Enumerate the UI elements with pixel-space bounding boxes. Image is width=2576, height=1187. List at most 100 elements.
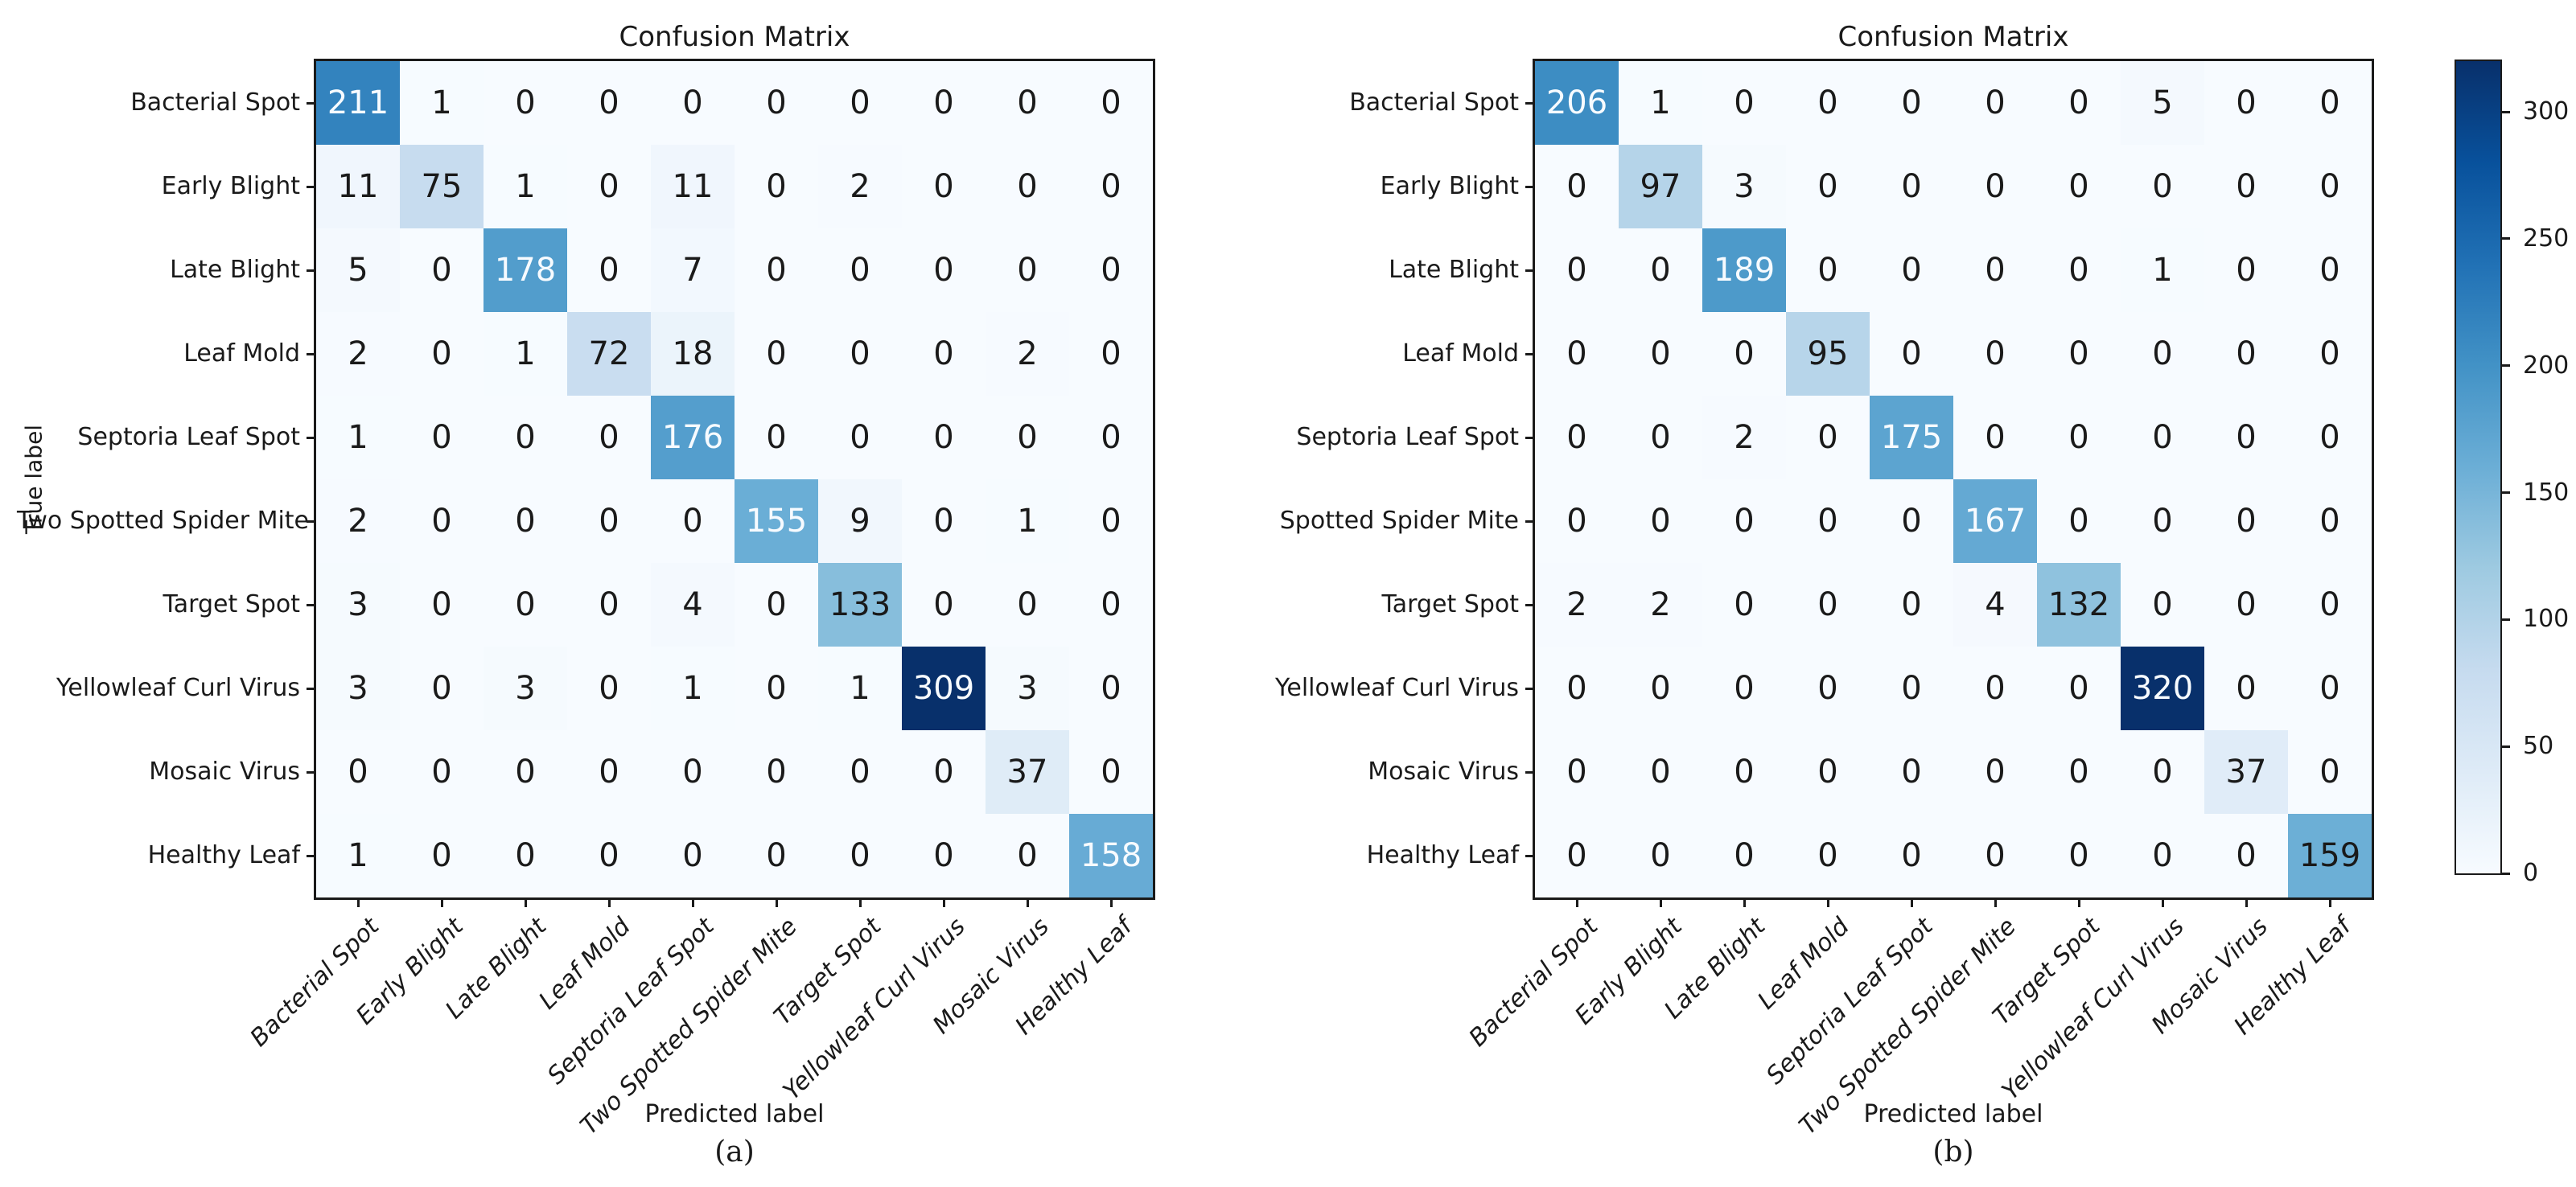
cell-b-r1c9: 0 (2288, 145, 2372, 228)
cell-b-r8c8: 37 (2204, 730, 2288, 814)
cell-a-r0c2: 0 (484, 61, 567, 145)
cell-b-r6c7: 0 (2121, 563, 2204, 647)
cell-a-r0c0: 211 (316, 61, 400, 145)
cell-a-r9c6: 0 (818, 814, 902, 897)
y-tick-label-a: Bacterial Spot (130, 88, 300, 117)
cell-b-r5c4: 0 (1870, 479, 1953, 563)
cell-a-r6c1: 0 (400, 563, 484, 647)
y-tick-label-b: Bacterial Spot (1349, 88, 1519, 117)
cell-b-r0c3: 0 (1786, 61, 1870, 145)
cell-a-r6c0: 3 (316, 563, 400, 647)
cell-a-r8c3: 0 (567, 730, 651, 814)
cell-b-r9c1: 0 (1619, 814, 1702, 897)
cell-b-r2c7: 1 (2121, 228, 2204, 312)
cell-a-r7c3: 0 (567, 647, 651, 730)
y-tick-label-b: Mosaic Virus (1368, 758, 1519, 786)
cell-a-r6c3: 0 (567, 563, 651, 647)
x-tick (775, 897, 778, 907)
cell-b-r2c2: 189 (1702, 228, 1786, 312)
x-tick (1910, 897, 1913, 907)
cell-b-r3c7: 0 (2121, 312, 2204, 396)
x-tick (1575, 897, 1578, 907)
y-tick-label-b: Target Spot (1381, 590, 1519, 618)
cell-b-r4c4: 175 (1870, 396, 1953, 479)
y-tick (307, 603, 316, 606)
cell-b-r3c3: 95 (1786, 312, 1870, 396)
cell-b-r2c5: 0 (1953, 228, 2037, 312)
cell-a-r2c4: 7 (651, 228, 735, 312)
plot-frame-b (1533, 59, 2374, 900)
cell-a-r2c8: 0 (986, 228, 1069, 312)
cell-a-r4c2: 0 (484, 396, 567, 479)
cell-a-r6c2: 0 (484, 563, 567, 647)
y-tick (1525, 436, 1535, 439)
cell-a-r7c9: 0 (1069, 647, 1153, 730)
colorbar-tick-label: 0 (2523, 859, 2539, 887)
x-axis-title-a: Predicted label (644, 1100, 825, 1128)
cell-b-r5c1: 0 (1619, 479, 1702, 563)
cell-a-r7c0: 3 (316, 647, 400, 730)
cell-b-r3c1: 0 (1619, 312, 1702, 396)
cell-b-r8c2: 0 (1702, 730, 1786, 814)
cell-a-r8c2: 0 (484, 730, 567, 814)
cell-a-r1c8: 0 (986, 145, 1069, 228)
colorbar-tick-label: 100 (2523, 605, 2570, 634)
cell-a-r3c9: 0 (1069, 312, 1153, 396)
y-tick-label-b: Spotted Spider Mite (1279, 507, 1519, 535)
colorbar-tick (2500, 618, 2510, 621)
cell-b-r3c0: 0 (1535, 312, 1619, 396)
cell-a-r5c5: 155 (735, 479, 818, 563)
cell-b-r0c8: 0 (2204, 61, 2288, 145)
cell-a-r5c9: 0 (1069, 479, 1153, 563)
cell-a-r3c5: 0 (735, 312, 818, 396)
cell-a-r7c2: 3 (484, 647, 567, 730)
cell-b-r9c4: 0 (1870, 814, 1953, 897)
cell-b-r7c8: 0 (2204, 647, 2288, 730)
cell-b-r5c9: 0 (2288, 479, 2372, 563)
cell-b-r1c7: 0 (2121, 145, 2204, 228)
cell-b-r4c3: 0 (1786, 396, 1870, 479)
cell-b-r0c0: 206 (1535, 61, 1619, 145)
x-tick (440, 897, 443, 907)
cell-b-r4c0: 0 (1535, 396, 1619, 479)
cell-b-r7c3: 0 (1786, 647, 1870, 730)
cell-b-r0c5: 0 (1953, 61, 2037, 145)
x-tick (356, 897, 360, 907)
cell-a-r1c7: 0 (902, 145, 986, 228)
x-tick (1109, 897, 1113, 907)
x-tick (1994, 897, 1997, 907)
cell-b-r6c3: 0 (1786, 563, 1870, 647)
cell-b-r1c2: 3 (1702, 145, 1786, 228)
cell-a-r2c7: 0 (902, 228, 986, 312)
cell-b-r7c7: 320 (2121, 647, 2204, 730)
cell-b-r8c7: 0 (2121, 730, 2204, 814)
colorbar-tick (2500, 364, 2510, 368)
cell-a-r2c9: 0 (1069, 228, 1153, 312)
cell-a-r2c0: 5 (316, 228, 400, 312)
caption-b: (b) (1932, 1136, 1974, 1169)
x-tick (1826, 897, 1829, 907)
cell-b-r4c5: 0 (1953, 396, 2037, 479)
colorbar-gradient (2455, 60, 2502, 875)
chart-title-a: Confusion Matrix (619, 21, 850, 53)
cell-b-r6c8: 0 (2204, 563, 2288, 647)
colorbar-tick (2500, 110, 2510, 113)
cell-b-r6c1: 2 (1619, 563, 1702, 647)
cell-a-r5c0: 2 (316, 479, 400, 563)
colorbar-tick (2500, 491, 2510, 495)
cell-b-r2c9: 0 (2288, 228, 2372, 312)
cell-a-r9c4: 0 (651, 814, 735, 897)
cell-b-r2c3: 0 (1786, 228, 1870, 312)
cell-a-r3c4: 18 (651, 312, 735, 396)
cell-b-r8c9: 0 (2288, 730, 2372, 814)
cell-b-r8c1: 0 (1619, 730, 1702, 814)
x-tick (691, 897, 694, 907)
cell-a-r4c9: 0 (1069, 396, 1153, 479)
cell-b-r9c9: 159 (2288, 814, 2372, 897)
x-tick (1743, 897, 1746, 907)
y-tick (307, 269, 316, 272)
cell-b-r3c2: 0 (1702, 312, 1786, 396)
cell-b-r8c4: 0 (1870, 730, 1953, 814)
cell-a-r9c7: 0 (902, 814, 986, 897)
